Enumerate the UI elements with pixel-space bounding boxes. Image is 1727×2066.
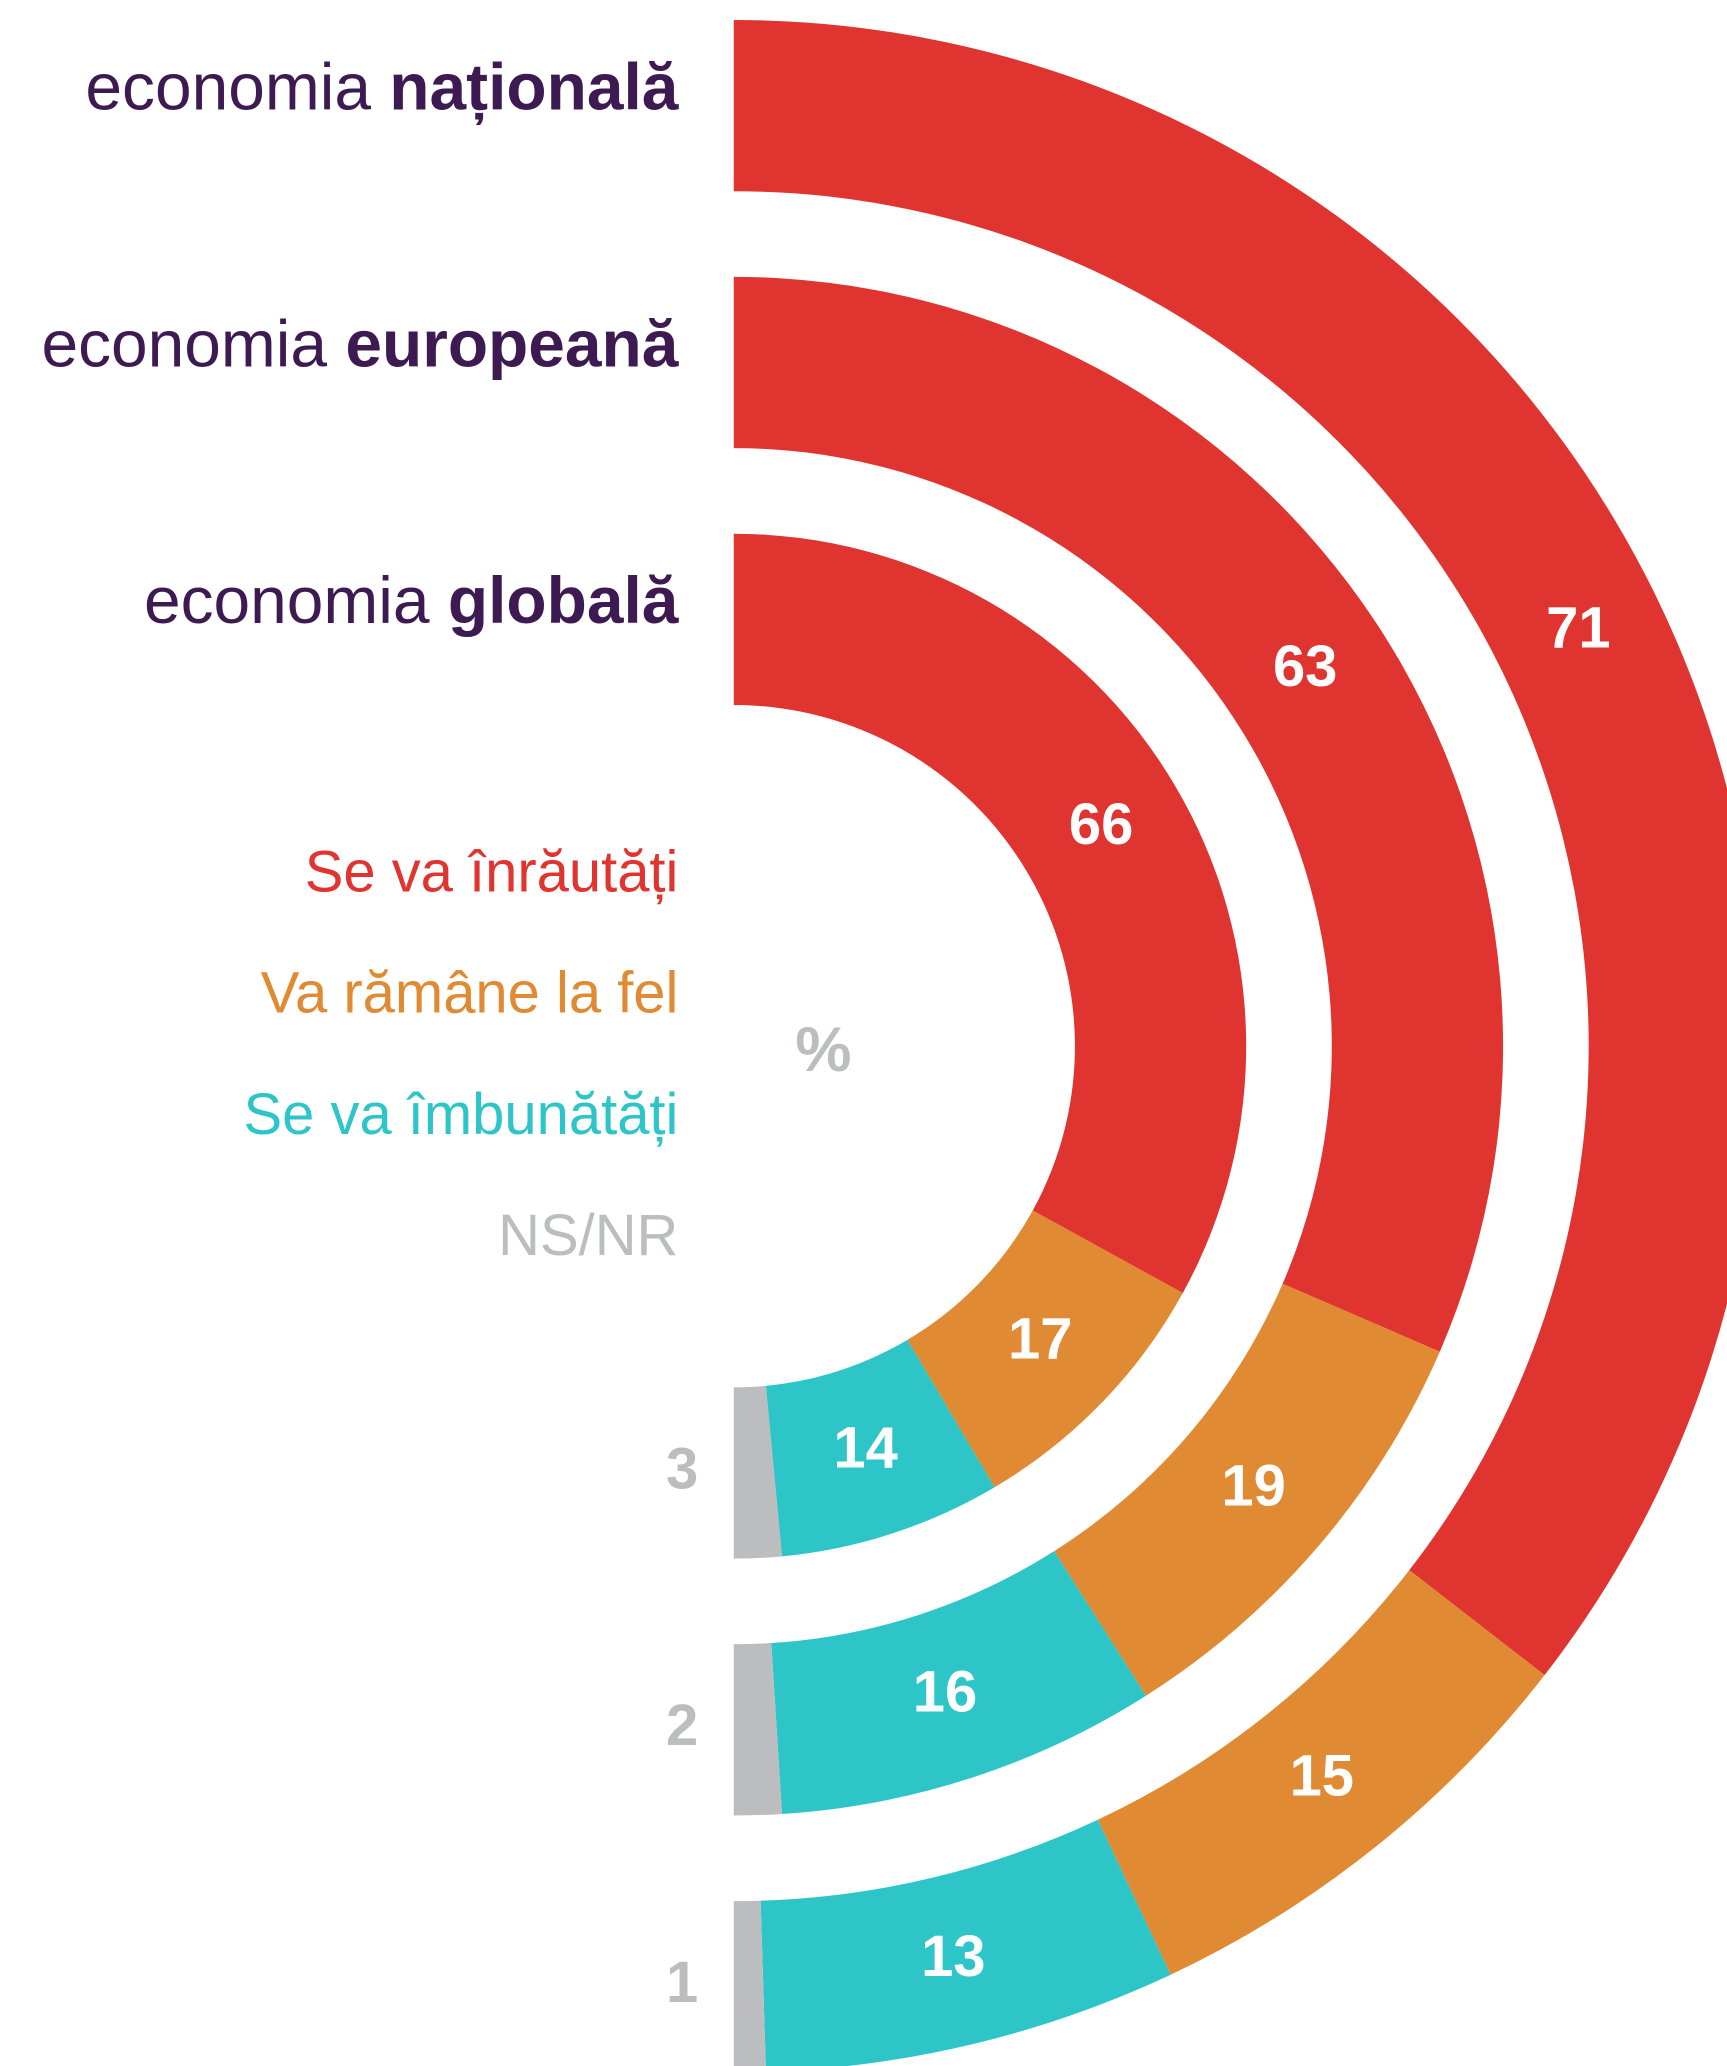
ring-segment (1097, 1570, 1545, 1975)
value-label: 63 (1273, 635, 1337, 699)
value-label: 16 (913, 1661, 977, 1725)
legend-entry: NS/NR (498, 1204, 678, 1268)
category-label: economia globală (144, 564, 680, 638)
ring-segment (733, 19, 1727, 1676)
value-label: 3 (666, 1437, 698, 1501)
ring-segment (733, 1385, 782, 1559)
value-label: 19 (1221, 1455, 1285, 1519)
category-label: economia europeană (41, 307, 679, 381)
ring-segment (907, 1210, 1183, 1488)
ring-segment (1054, 1283, 1440, 1696)
category-label: economia națională (85, 50, 679, 126)
value-label: 13 (921, 1925, 985, 1989)
value-label: 1 (666, 1951, 698, 2015)
value-label: 14 (833, 1416, 897, 1480)
ring-segment (771, 1551, 1146, 1814)
legend-entry: Se va îmbunătăți (244, 1083, 679, 1147)
legend-entry: Va rămâne la fel (261, 962, 679, 1026)
unit-annotation: % (795, 1015, 851, 1085)
value-label: 2 (666, 1694, 698, 1758)
value-label: 71 (1546, 597, 1610, 661)
legend-entry: Se va înrăutăți (305, 841, 679, 905)
value-label: 15 (1290, 1745, 1354, 1809)
ring-segment (765, 1339, 995, 1557)
ring-segment (733, 276, 1504, 1352)
ring-segment (733, 1900, 766, 2066)
value-label: 66 (1069, 793, 1133, 857)
ring-segment (733, 533, 1247, 1294)
ring-segment (733, 1643, 783, 1816)
ring-segment (760, 1819, 1171, 2066)
value-label: 17 (1008, 1308, 1072, 1372)
